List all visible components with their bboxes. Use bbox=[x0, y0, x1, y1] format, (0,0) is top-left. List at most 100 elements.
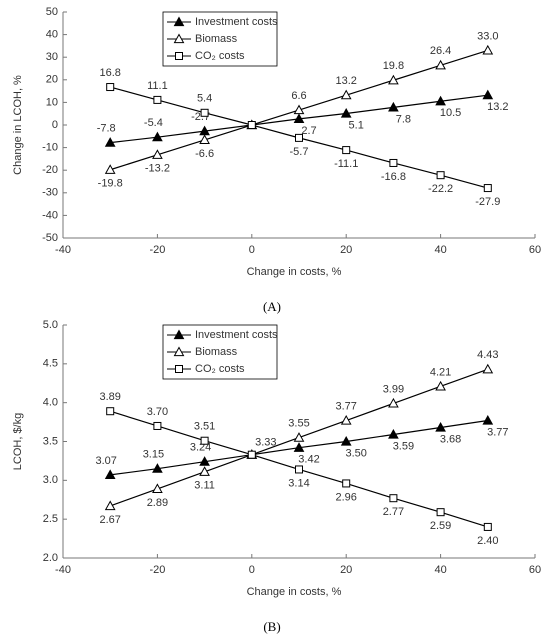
value-label: 3.33 bbox=[255, 437, 276, 449]
value-label: 6.6 bbox=[291, 90, 306, 102]
value-label: 3.51 bbox=[194, 421, 215, 433]
marker bbox=[200, 108, 209, 117]
x-tick-label: 40 bbox=[434, 244, 446, 256]
value-label: -5.4 bbox=[144, 117, 163, 129]
y-tick-label: 0 bbox=[52, 119, 58, 131]
value-label: 3.89 bbox=[99, 391, 120, 403]
value-label: 3.59 bbox=[393, 440, 414, 452]
marker bbox=[293, 432, 305, 442]
marker bbox=[342, 479, 351, 488]
value-label: 3.42 bbox=[298, 454, 319, 466]
value-label: -5.7 bbox=[290, 146, 309, 158]
legend-marker bbox=[175, 52, 183, 60]
legend-marker bbox=[173, 16, 185, 27]
y-tick-label: 3.0 bbox=[43, 474, 58, 486]
marker bbox=[483, 522, 492, 531]
marker bbox=[200, 436, 209, 445]
marker bbox=[340, 435, 352, 446]
y-tick-label: 2.0 bbox=[43, 552, 58, 564]
value-label: 3.99 bbox=[383, 383, 404, 395]
value-label: -19.8 bbox=[98, 178, 123, 190]
marker bbox=[199, 134, 210, 145]
value-label: 5.4 bbox=[197, 93, 212, 105]
marker bbox=[293, 442, 305, 452]
y-tick-label: 30 bbox=[46, 51, 58, 63]
y-tick-label: -40 bbox=[42, 209, 58, 221]
legend-marker bbox=[173, 329, 185, 340]
value-label: -11.1 bbox=[334, 158, 358, 170]
x-tick-label: 0 bbox=[249, 564, 255, 576]
value-label: 2.96 bbox=[335, 491, 356, 503]
marker bbox=[435, 95, 446, 106]
legend-label: CO₂ costs bbox=[195, 50, 245, 62]
legend-marker bbox=[173, 33, 185, 44]
value-label: 3.77 bbox=[487, 426, 508, 438]
marker bbox=[340, 415, 352, 425]
value-label: 33.0 bbox=[477, 30, 498, 42]
value-label: 13.2 bbox=[335, 75, 356, 87]
x-tick-label: 40 bbox=[434, 564, 446, 576]
value-label: 7.8 bbox=[396, 113, 411, 125]
marker bbox=[104, 137, 116, 147]
legend-label: CO₂ costs bbox=[195, 363, 245, 375]
marker bbox=[482, 415, 494, 425]
marker bbox=[104, 500, 116, 511]
value-label: 19.8 bbox=[383, 60, 404, 72]
marker bbox=[340, 89, 352, 100]
marker bbox=[482, 89, 494, 100]
marker bbox=[342, 146, 351, 155]
legend-label: Biomass bbox=[195, 33, 238, 45]
x-tick-label: -20 bbox=[149, 564, 165, 576]
marker bbox=[247, 121, 256, 129]
y-tick-label: -30 bbox=[42, 187, 58, 199]
marker bbox=[104, 164, 116, 174]
x-tick-label: -40 bbox=[55, 564, 71, 576]
value-label: 3.11 bbox=[194, 480, 215, 492]
value-label: 11.1 bbox=[147, 80, 168, 92]
marker bbox=[106, 407, 115, 416]
marker bbox=[388, 397, 399, 408]
marker bbox=[388, 428, 399, 439]
marker bbox=[247, 450, 256, 459]
x-axis-title: Change in costs, % bbox=[247, 266, 342, 278]
x-tick-label: 60 bbox=[529, 564, 541, 576]
chart: 2.0 2.5 3.0 3.5 4.0 4.5 5.0 -40 -20 0 20 40 60 Change… bbox=[12, 319, 541, 634]
value-label: 16.8 bbox=[99, 67, 120, 79]
value-label: 10.5 bbox=[440, 107, 461, 119]
value-label: 3.55 bbox=[288, 418, 309, 430]
y-tick-label: -50 bbox=[42, 232, 58, 244]
legend-label: Biomass bbox=[195, 346, 238, 358]
legend-label: Investment costs bbox=[195, 16, 278, 28]
x-axis-title: Change in costs, % bbox=[247, 586, 342, 598]
y-axis-title: LCOH, $/kg bbox=[12, 413, 24, 470]
marker bbox=[482, 363, 494, 374]
y-tick-label: 50 bbox=[46, 6, 58, 18]
marker bbox=[199, 456, 210, 466]
caption: (A) bbox=[263, 299, 281, 314]
marker bbox=[388, 101, 399, 112]
y-tick-label: 40 bbox=[46, 29, 58, 41]
marker bbox=[388, 74, 399, 85]
y-tick-label: 5.0 bbox=[43, 319, 58, 331]
x-tick-label: 20 bbox=[340, 244, 352, 256]
y-tick-label: -10 bbox=[42, 142, 58, 154]
legend-label: Investment costs bbox=[195, 329, 278, 341]
marker bbox=[295, 465, 303, 474]
value-label: 4.43 bbox=[477, 349, 498, 361]
legend-marker bbox=[175, 365, 183, 373]
value-label: 3.70 bbox=[147, 406, 168, 418]
marker bbox=[436, 171, 445, 180]
value-label: 2.77 bbox=[383, 506, 404, 518]
x-tick-label: -20 bbox=[149, 244, 165, 256]
legend-marker bbox=[173, 346, 185, 357]
marker bbox=[295, 133, 303, 142]
y-tick-label: 4.0 bbox=[43, 397, 58, 409]
marker bbox=[152, 483, 163, 493]
x-tick-label: 0 bbox=[249, 244, 255, 256]
value-label: 2.89 bbox=[147, 497, 168, 509]
value-label: 2.7 bbox=[301, 125, 316, 137]
value-label: -6.6 bbox=[195, 148, 214, 160]
value-label: -7.8 bbox=[97, 123, 116, 135]
value-label: 3.68 bbox=[440, 433, 461, 445]
marker bbox=[152, 131, 163, 142]
